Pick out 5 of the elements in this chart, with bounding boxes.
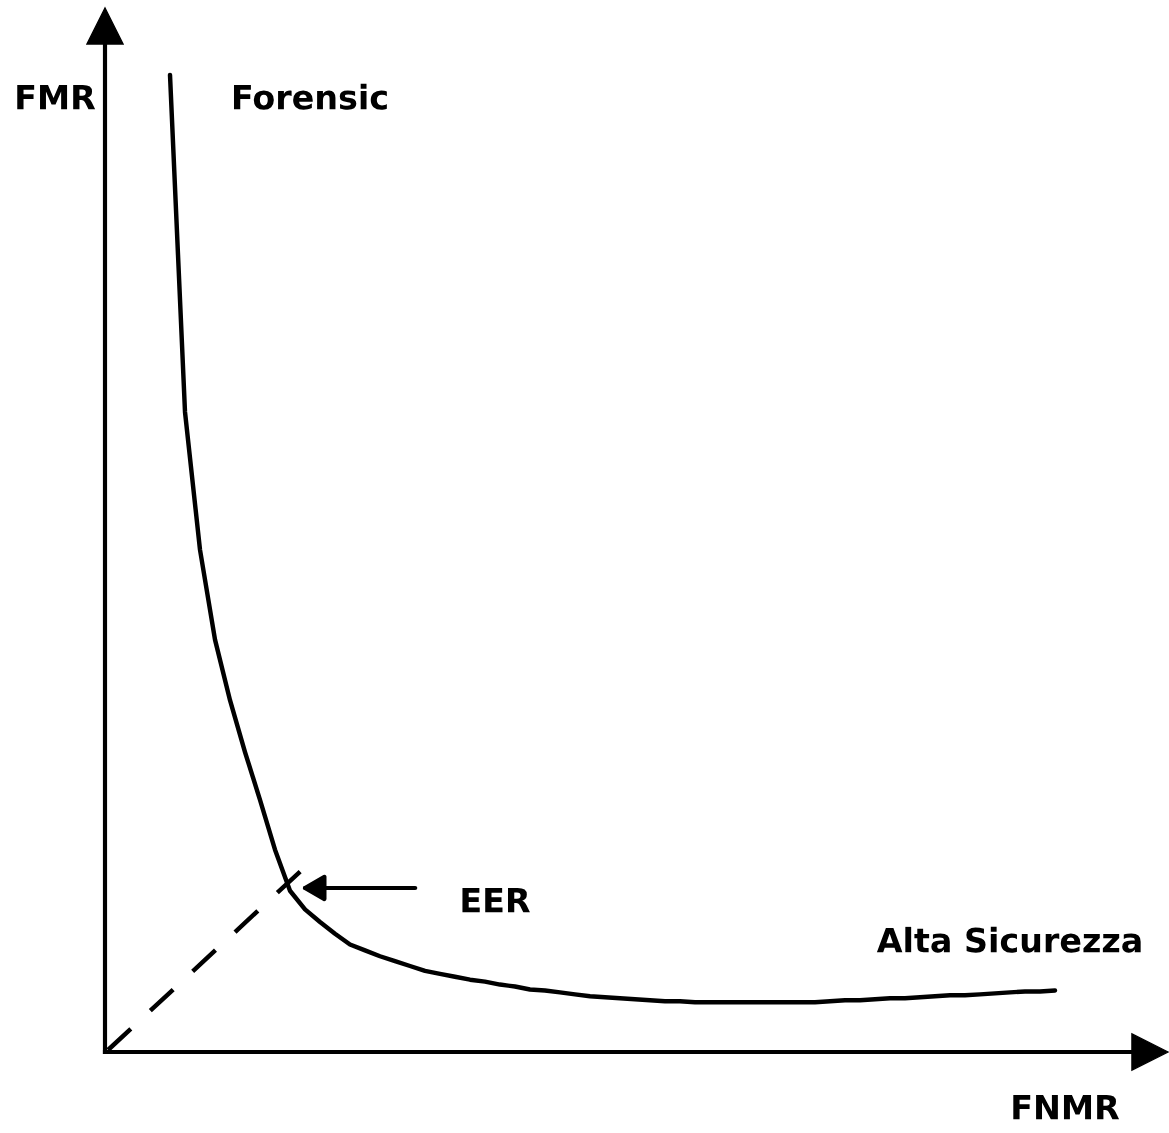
y-axis-title: FMR	[17, 84, 96, 110]
annotation: Alta Sicurezza	[876, 926, 1141, 953]
annotation: Forensic	[233, 83, 387, 110]
annotation: EER	[462, 887, 530, 913]
x-axis-title: FNMR	[1013, 1094, 1120, 1120]
